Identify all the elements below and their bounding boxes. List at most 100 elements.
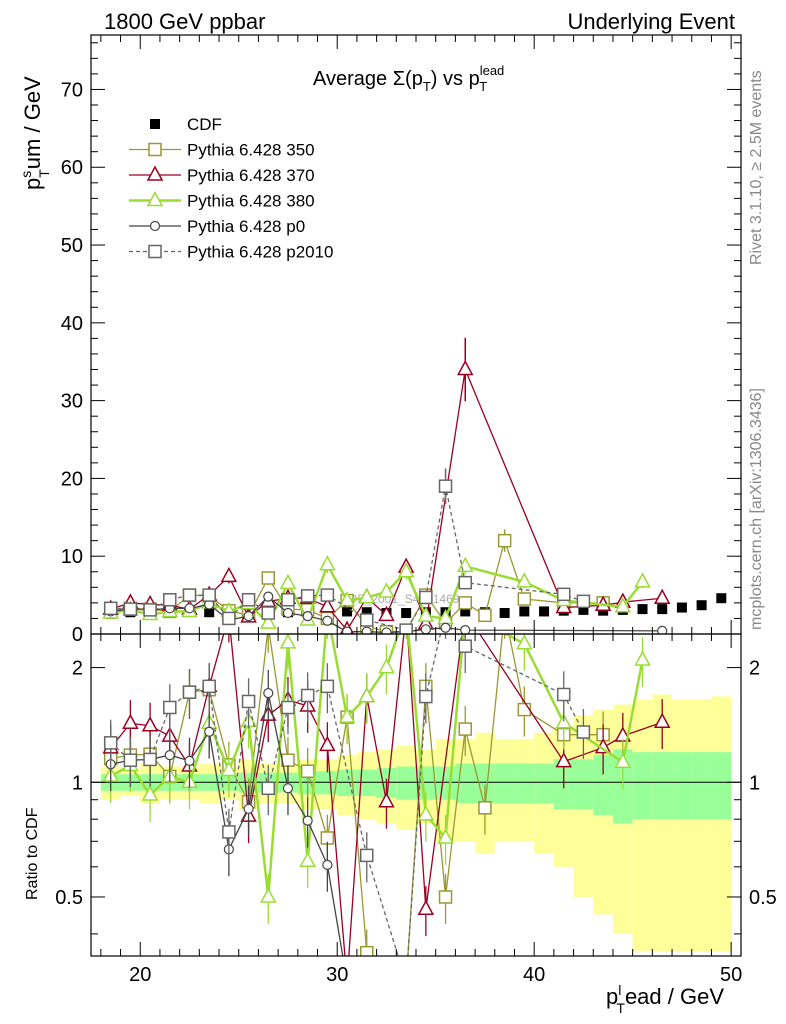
y-tick-label: 0 [72, 624, 83, 646]
y-tick-label: 70 [61, 79, 83, 101]
y-axis-label: ps Tum / GeV [18, 76, 52, 190]
x-tick-label: 30 [326, 964, 348, 986]
x-tick-label: 20 [129, 964, 151, 986]
series-3-main-point [634, 572, 651, 588]
legend-item: Pythia 6.428 350 [129, 141, 315, 160]
series-5-main-point [182, 588, 197, 602]
series-4-main-point [263, 591, 274, 602]
series-5-main-point [419, 590, 433, 605]
ratio-y-tick-label: 1 [72, 772, 83, 794]
series-3-main-point [397, 562, 415, 578]
series-2-ratio-point [122, 713, 139, 730]
series-2-ratio-point [555, 751, 572, 768]
series-1-ratio-point [517, 702, 532, 717]
legend-marker [146, 190, 164, 207]
ratio-bands [91, 694, 741, 952]
series-4-main-point [440, 622, 451, 633]
legend-label: CDF [187, 115, 222, 134]
series-4-ratio-point [184, 755, 195, 766]
series-4-ratio-point [282, 783, 294, 794]
series-4-main-point [184, 603, 195, 614]
legend-cdf-marker [150, 119, 160, 129]
cdf-data-point [519, 606, 530, 617]
ratio-y-tick-label: 2 [72, 658, 83, 680]
header-left: 1800 GeV ppbar [104, 9, 265, 34]
series-3-ratio-point [299, 851, 316, 867]
series-3-ratio-point [417, 805, 435, 821]
x-tick-label: 50 [720, 964, 742, 986]
series-3-main-point [358, 587, 376, 604]
total-uncertainty-band [691, 699, 712, 952]
series-5-ratio-point [163, 700, 177, 715]
series-2-main-point [653, 588, 671, 604]
series-5-ratio-point [300, 688, 315, 703]
series-3-ratio-point [378, 657, 395, 674]
series-5-ratio-point [320, 679, 335, 694]
cdf-data-point [716, 593, 727, 604]
series-2-ratio-point [378, 792, 395, 808]
series-4-ratio-point [461, 977, 470, 986]
series-5-ratio-point [576, 725, 591, 739]
series-5-main-point [556, 587, 571, 602]
series-4-main-point [341, 626, 353, 634]
cdf-data-point [657, 604, 668, 615]
series-3-ratio-line [110, 634, 644, 898]
cdf-data-point [401, 607, 412, 618]
series-5-main-point [399, 623, 413, 634]
series-5-main-point [103, 601, 118, 616]
stat-uncertainty-band [514, 763, 535, 804]
cdf-data-point [499, 607, 510, 618]
legend-item: Pythia 6.428 380 [129, 190, 315, 211]
series-5-ratio-point [123, 753, 138, 767]
series-5-ratio-point [360, 848, 374, 863]
series-4-main-point [361, 626, 372, 634]
series-4-ratio-point [362, 977, 371, 986]
total-uncertainty-band [632, 699, 653, 952]
series-4-main-point [282, 607, 294, 619]
stat-uncertainty-band [632, 752, 653, 820]
series-5-main-point [300, 589, 315, 603]
series-3-ratio-point [437, 828, 454, 844]
series-5-main-point [222, 611, 236, 626]
series-1-main-point [497, 533, 512, 548]
series-5-ratio-point [143, 752, 157, 767]
series-4-main-point [302, 611, 313, 622]
legend-label: Pythia 6.428 380 [187, 192, 315, 211]
legend-marker [148, 142, 162, 157]
series-3-main-point [516, 572, 533, 588]
series-3-main-point [319, 555, 336, 571]
y-tick-label: 20 [61, 468, 83, 490]
stat-uncertainty-band [711, 752, 732, 820]
side-label-bottom: mcplots.cern.ch [arXiv:1306.3436] [748, 388, 765, 630]
series-4-main-point [381, 627, 392, 634]
ratio-y-label: Ratio to CDF [24, 807, 41, 900]
y-tick-label: 40 [61, 313, 83, 335]
chart-title: Average Σ(pT) vs plead T [313, 63, 504, 94]
series-4-ratio-point [421, 977, 430, 986]
series-3-ratio-point [260, 887, 277, 903]
series-5-main [103, 468, 591, 634]
series-4-main-point [460, 625, 471, 634]
legend-marker [149, 220, 161, 232]
series-3-main-point [279, 573, 297, 590]
series-3-main-point [614, 597, 632, 613]
series-1-ratio-point [478, 801, 492, 815]
series-5-main-point [281, 593, 295, 607]
series-5-ratio-point [103, 736, 118, 750]
series-4-main-point [243, 611, 254, 622]
cdf-data-point [637, 604, 648, 615]
series-3-ratio-point [358, 686, 376, 703]
series-4-ratio-point [204, 726, 215, 737]
series-3-main-point [378, 582, 395, 598]
series-4-ratio-point [402, 977, 411, 986]
stat-uncertainty-band [652, 752, 673, 820]
cdf-data-point [676, 602, 687, 613]
ratio-y-tick-label-right: 2 [749, 658, 760, 680]
header-right: Underlying Event [567, 9, 735, 34]
series-3-ratio-point [220, 760, 238, 777]
series-2-main-point [319, 597, 336, 613]
series-5-main-point [458, 575, 472, 590]
series-5-ratio-point [222, 825, 236, 839]
series-5-main-point [320, 588, 335, 602]
